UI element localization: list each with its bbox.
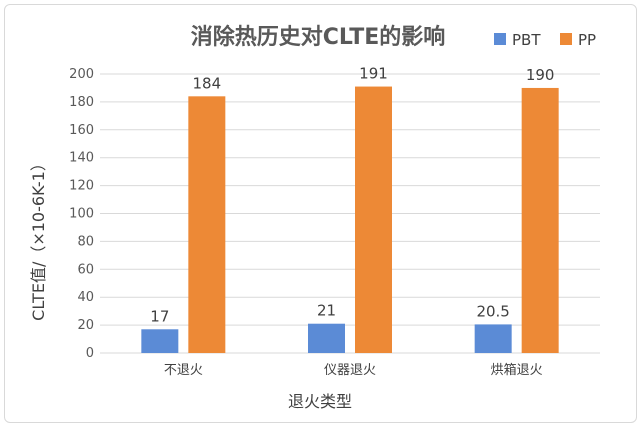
bar-pp-2	[521, 87, 559, 353]
y-tick-label: 40	[77, 290, 94, 305]
y-tick-label: 20	[77, 318, 94, 333]
y-tick-label: 180	[69, 95, 94, 110]
data-label-pbt-0: 17	[150, 307, 169, 325]
data-label-pbt-1: 21	[317, 302, 336, 320]
y-axis-title: CLTE值/（×10-6K-1）	[29, 155, 48, 321]
category-label: 不退火	[164, 363, 203, 378]
bar-pbt-2	[474, 324, 512, 353]
data-label-pp-1: 191	[359, 65, 388, 83]
bar-pp-0	[188, 96, 226, 353]
y-tick-labels: 0 20 40 60 80 100 120 140 160 180 200	[69, 67, 94, 361]
bar-pbt-0	[141, 329, 179, 353]
category-labels: 不退火 仪器退火 烘箱退火	[164, 362, 543, 378]
y-tick-label: 80	[77, 234, 94, 249]
chart-title: 消除热历史对CLTE的影响	[191, 24, 446, 50]
y-tick-label: 200	[69, 67, 94, 82]
bar-pp-1	[355, 86, 392, 354]
data-label-pbt-2: 20.5	[476, 302, 509, 320]
y-tick-label: 140	[69, 151, 94, 166]
y-tick-label: 0	[86, 346, 94, 361]
data-label-pp-0: 184	[193, 74, 222, 92]
gridlines	[100, 73, 600, 354]
legend: PBT PP	[494, 31, 596, 49]
legend-label-pbt: PBT	[512, 31, 541, 49]
category-label: 仪器退火	[324, 363, 376, 378]
data-label-pp-2: 190	[526, 66, 555, 84]
y-tick-label: 120	[69, 179, 94, 194]
legend-swatch-pp	[560, 33, 572, 45]
bars: 17 184 21 191 20.5 190	[141, 65, 559, 354]
category-label: 烘箱退火	[491, 362, 543, 378]
legend-label-pp: PP	[578, 31, 596, 49]
x-axis-title: 退火类型	[288, 392, 352, 411]
y-tick-label: 60	[77, 262, 94, 277]
y-tick-label: 160	[69, 123, 94, 138]
legend-swatch-pbt	[494, 33, 506, 45]
bar-pbt-1	[308, 323, 345, 353]
y-tick-label: 100	[69, 207, 94, 222]
